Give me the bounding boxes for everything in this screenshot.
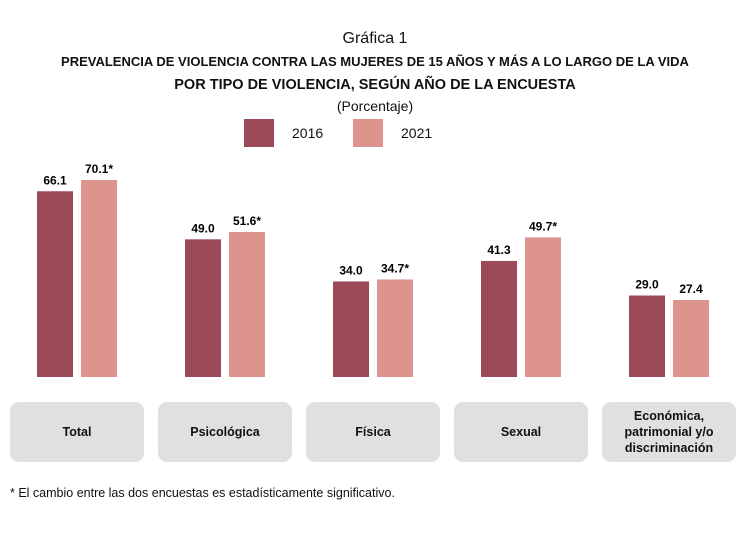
category-label-4: Económica, patrimonial y/o discriminació… <box>602 402 736 462</box>
bar-2021-0 <box>81 180 117 377</box>
bar-2016-1 <box>185 239 221 377</box>
bar-2016-3 <box>481 260 517 377</box>
data-label-2021-3: 49.7* <box>529 219 557 233</box>
legend-label-2016: 2016 <box>292 125 324 141</box>
data-label-2016-2: 34.0 <box>339 263 363 277</box>
bar-2021-2 <box>377 279 413 377</box>
data-label-2021-4: 27.4 <box>679 282 703 296</box>
category-label-0: Total <box>10 402 144 462</box>
legend-swatch-2021 <box>353 119 383 147</box>
chart-unit: (Porcentaje) <box>336 98 414 114</box>
bar-2021-1 <box>229 232 265 377</box>
category-label-2: Física <box>306 402 440 462</box>
bar-2016-0 <box>37 191 73 377</box>
data-label-2016-3: 41.3 <box>487 243 511 257</box>
legend-label-2021: 2021 <box>401 125 433 141</box>
data-label-2021-1: 51.6* <box>233 214 261 228</box>
data-label-2016-0: 66.1 <box>43 173 67 187</box>
bar-2016-4 <box>629 295 665 377</box>
chart-supertitle: Gráfica 1 <box>342 30 408 47</box>
bar-2016-2 <box>333 281 369 377</box>
chart-subtitle: POR TIPO DE VIOLENCIA, SEGÚN AÑO DE LA E… <box>174 77 576 93</box>
data-label-2016-4: 29.0 <box>635 278 659 292</box>
legend-item-2021: 2021 <box>353 119 432 147</box>
bar-2021-3 <box>525 237 561 377</box>
footnote: * El cambio entre las dos encuestas es e… <box>10 486 395 500</box>
data-label-2021-0: 70.1* <box>85 162 113 176</box>
legend-item-2016: 2016 <box>244 119 323 147</box>
bar-plot: 66.1 70.1* 49.0 51.6* 34.0 34.7* 41.3 49.7* 29.0… <box>37 162 709 377</box>
bar-2021-4 <box>673 300 709 377</box>
category-label-1: Psicológica <box>158 402 292 462</box>
data-label-2016-1: 49.0 <box>191 221 215 235</box>
category-label-3: Sexual <box>454 402 588 462</box>
legend-swatch-2016 <box>244 119 274 147</box>
chart-title: PREVALENCIA DE VIOLENCIA CONTRA LAS MUJE… <box>61 54 689 69</box>
data-label-2021-2: 34.7* <box>381 261 409 275</box>
